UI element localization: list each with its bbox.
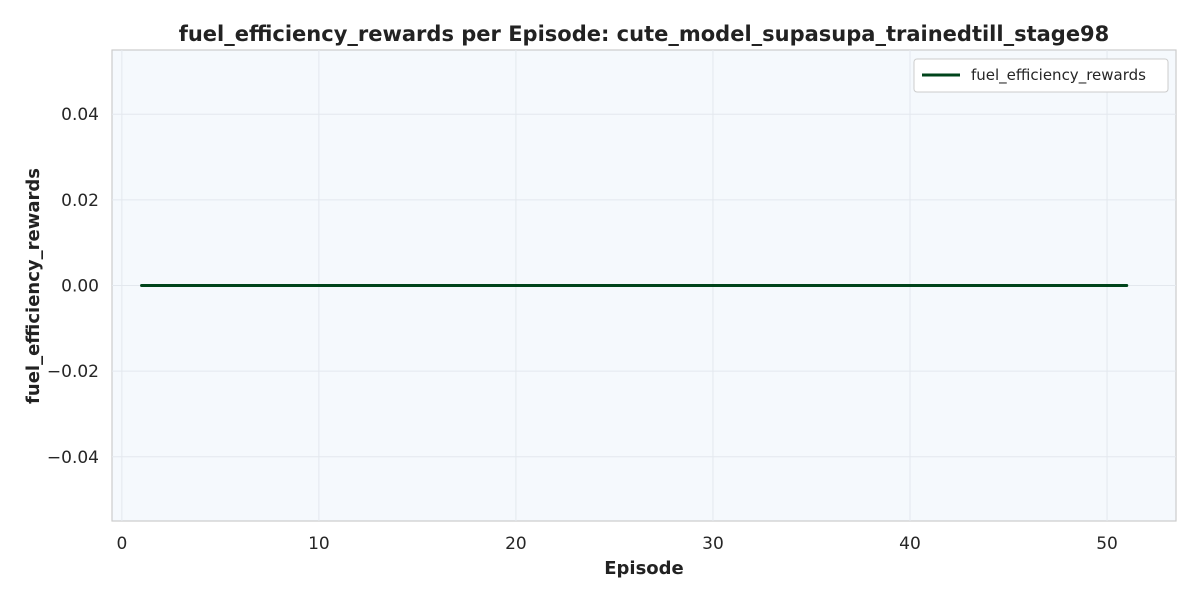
data-point bbox=[751, 285, 753, 287]
y-tick-label: 0.02 bbox=[61, 191, 99, 211]
series-layer bbox=[140, 284, 1129, 287]
data-point bbox=[1106, 285, 1108, 287]
data-point bbox=[1047, 285, 1049, 287]
data-point bbox=[436, 285, 438, 287]
data-point bbox=[357, 285, 359, 287]
data-point bbox=[397, 285, 399, 287]
data-point bbox=[810, 285, 812, 287]
data-point bbox=[259, 285, 261, 287]
data-point bbox=[278, 285, 280, 287]
x-tick-label: 30 bbox=[702, 534, 724, 554]
data-point bbox=[318, 285, 320, 287]
data-point bbox=[495, 285, 497, 287]
x-tick-label: 0 bbox=[116, 534, 127, 554]
data-point bbox=[338, 285, 340, 287]
data-point bbox=[1027, 285, 1029, 287]
data-point bbox=[180, 285, 182, 287]
y-tick-label: 0.04 bbox=[61, 105, 99, 125]
data-point bbox=[298, 285, 300, 287]
data-point bbox=[574, 285, 576, 287]
data-point bbox=[929, 285, 931, 287]
x-axis-label: Episode bbox=[604, 558, 684, 579]
data-point bbox=[554, 285, 556, 287]
data-point bbox=[476, 285, 478, 287]
data-point bbox=[988, 285, 990, 287]
data-point bbox=[673, 285, 675, 287]
data-point bbox=[219, 285, 221, 287]
data-point bbox=[200, 285, 202, 287]
data-point bbox=[535, 285, 537, 287]
y-tick-label: 0.00 bbox=[61, 277, 99, 297]
data-point bbox=[712, 285, 714, 287]
data-point bbox=[456, 285, 458, 287]
data-point bbox=[416, 285, 418, 287]
data-point bbox=[771, 285, 773, 287]
data-point bbox=[1067, 285, 1069, 287]
data-point bbox=[377, 285, 379, 287]
data-point bbox=[850, 285, 852, 287]
data-point bbox=[889, 285, 891, 287]
x-axis-ticks: 0 10 20 30 40 50 bbox=[116, 534, 1117, 554]
y-tick-label: −0.04 bbox=[47, 448, 99, 468]
chart-title: fuel_efficiency_rewards per Episode: cut… bbox=[179, 22, 1110, 46]
legend-box bbox=[913, 58, 1169, 93]
data-point bbox=[909, 285, 911, 287]
data-point bbox=[141, 285, 143, 287]
data-point bbox=[692, 285, 694, 287]
data-point bbox=[515, 285, 517, 287]
x-tick-label: 10 bbox=[308, 534, 330, 554]
data-point bbox=[830, 285, 832, 287]
data-point bbox=[653, 285, 655, 287]
data-point bbox=[870, 285, 872, 287]
data-point bbox=[968, 285, 970, 287]
legend-label: fuel_efficiency_rewards bbox=[971, 66, 1146, 85]
legend: fuel_efficiency_rewards bbox=[913, 58, 1169, 93]
data-point bbox=[160, 285, 162, 287]
data-point bbox=[613, 285, 615, 287]
x-tick-label: 40 bbox=[899, 534, 921, 554]
data-point bbox=[1086, 285, 1088, 287]
data-point bbox=[732, 285, 734, 287]
data-point bbox=[633, 285, 635, 287]
data-point bbox=[1126, 285, 1128, 287]
y-axis-label: fuel_efficiency_rewards bbox=[23, 168, 44, 404]
y-tick-label: −0.02 bbox=[47, 362, 99, 382]
x-tick-label: 20 bbox=[505, 534, 527, 554]
data-point bbox=[239, 285, 241, 287]
data-point bbox=[1008, 285, 1010, 287]
x-tick-label: 50 bbox=[1096, 534, 1118, 554]
y-axis-ticks: 0.04 0.02 0.00 −0.02 −0.04 bbox=[47, 105, 99, 468]
data-point bbox=[791, 285, 793, 287]
data-point bbox=[594, 285, 596, 287]
data-point bbox=[948, 285, 950, 287]
